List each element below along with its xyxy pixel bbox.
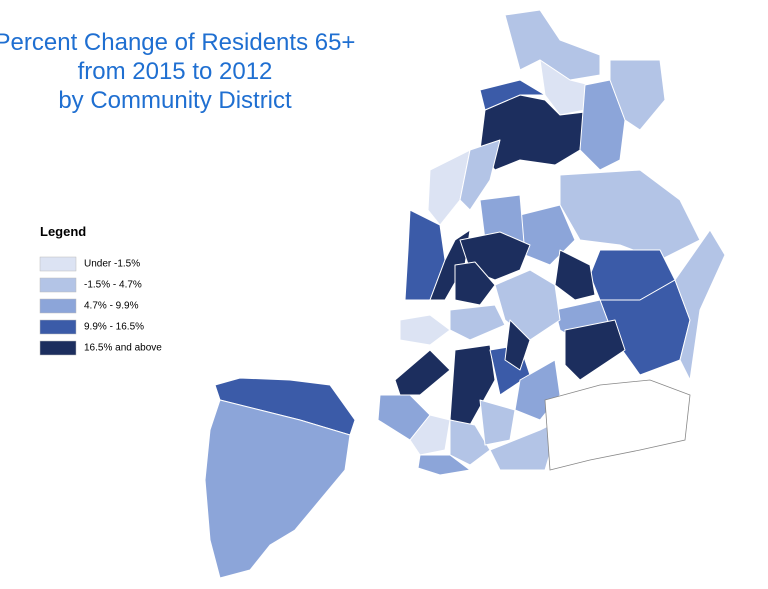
district [479, 79, 546, 111]
legend-label: 9.9% - 16.5% [84, 322, 144, 333]
district [504, 319, 531, 371]
legend-label: 16.5% and above [84, 343, 162, 354]
district [449, 419, 491, 466]
title-line: by Community District [58, 87, 292, 114]
legend-swatch [39, 340, 77, 356]
district [454, 261, 496, 306]
district [394, 349, 451, 396]
title-line: from 2015 to 2012 [78, 58, 273, 85]
district [399, 314, 451, 346]
legend-swatch [39, 319, 77, 335]
district [204, 399, 351, 579]
district [504, 9, 601, 81]
title-line: Percent Change of Residents 65+ [0, 29, 355, 56]
district [559, 169, 701, 261]
district [564, 319, 626, 381]
district [417, 454, 471, 476]
map [204, 9, 726, 579]
district [609, 59, 666, 131]
legend: Under -1.5% -1.5% - 4.7% 4.7% - 9.9% 9.9% -… [39, 256, 162, 356]
legend-label: 4.7% - 9.9% [84, 301, 139, 312]
water-area [544, 379, 691, 471]
legend-swatch [39, 298, 77, 314]
district [479, 399, 516, 446]
district [409, 414, 451, 456]
district [554, 249, 596, 301]
district [427, 149, 471, 226]
district [459, 139, 501, 211]
legend-swatch [39, 256, 77, 272]
legend-label: Under -1.5% [84, 259, 140, 270]
district [494, 269, 561, 341]
district [449, 304, 506, 341]
legend-title: Legend [40, 224, 86, 239]
legend-label: -1.5% - 4.7% [84, 280, 142, 291]
district [674, 229, 726, 381]
legend-swatch [39, 277, 77, 293]
